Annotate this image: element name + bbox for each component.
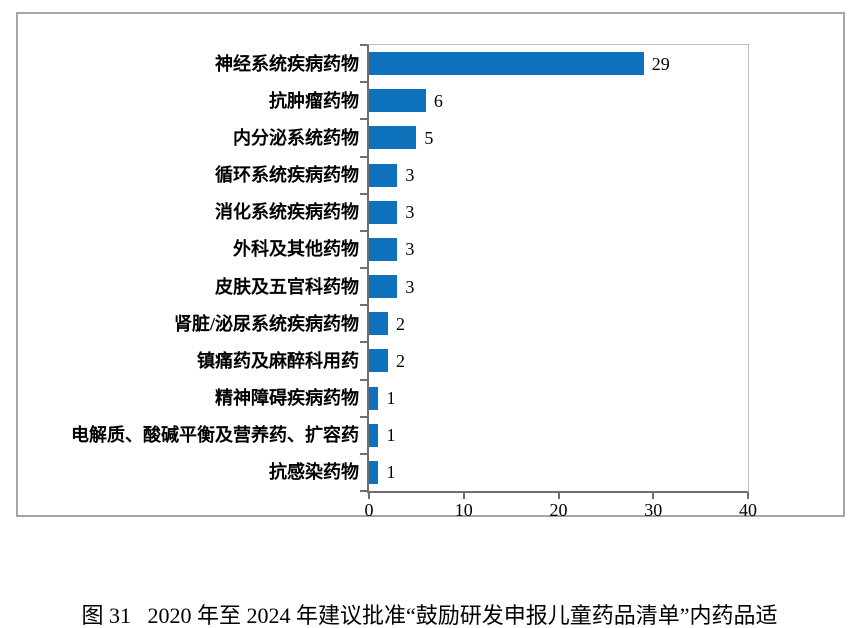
y-axis-tick [360, 118, 367, 121]
chart-row: 外科及其他药物 3 [233, 231, 748, 268]
y-axis-tick [360, 155, 367, 158]
bar [369, 312, 388, 336]
y-axis-tick [360, 229, 367, 232]
chart-row: 皮肤及五官科药物 3 [215, 268, 748, 305]
chart-row: 镇痛药及麻醉科用药 2 [197, 342, 748, 379]
value-label: 2 [395, 313, 405, 334]
bar [369, 52, 644, 76]
y-axis-tick [360, 304, 367, 307]
x-tick-label: 10 [454, 500, 473, 520]
value-label: 3 [405, 276, 415, 297]
y-axis-tick [360, 192, 367, 195]
chart-row: 电解质、酸碱平衡及营养药、扩容药 1 [71, 417, 748, 454]
category-label: 抗感染药物 [269, 462, 359, 483]
bar [369, 460, 379, 484]
value-label: 6 [433, 90, 443, 111]
x-axis-tick [462, 493, 465, 499]
y-axis-tick [360, 341, 367, 344]
y-axis-tick [360, 490, 367, 492]
category-label: 外科及其他药物 [233, 239, 359, 260]
value-label: 5 [424, 127, 434, 148]
bar [369, 89, 426, 113]
x-tick-label: 30 [644, 500, 663, 520]
value-label: 1 [386, 388, 396, 409]
bar [369, 163, 398, 187]
bar [369, 386, 379, 410]
chart-container: 神经系统疾病药物 29 抗肿瘤药物 6 内分泌系统药物 5 循环系统疾病药物 3… [16, 12, 845, 519]
x-axis-tick [747, 493, 749, 499]
category-label: 肾脏/泌尿系统疾病药物 [174, 313, 359, 334]
figure-caption: 图 31 2020 年至 2024 年建议批准“鼓励研发申报儿童药品清单”内药品… [0, 546, 859, 628]
x-axis-tick [652, 493, 655, 499]
category-label: 内分泌系统药物 [233, 127, 359, 148]
x-tick-label: 20 [549, 500, 568, 520]
value-label: 1 [386, 425, 396, 446]
chart-row: 抗感染药物 1 [269, 454, 748, 491]
value-label: 2 [395, 350, 405, 371]
y-axis-tick [360, 81, 367, 84]
caption-line-1: 图 31 2020 年至 2024 年建议批准“鼓励研发申报儿童药品清单”内药品… [81, 603, 778, 628]
category-label: 镇痛药及麻醉科用药 [197, 350, 359, 371]
category-label: 精神障碍疾病药物 [215, 388, 359, 409]
y-axis-tick [360, 44, 367, 46]
category-label: 循环系统疾病药物 [215, 165, 359, 186]
x-axis-tick [557, 493, 560, 499]
x-tick-label: 0 [364, 500, 374, 520]
bar [369, 423, 379, 447]
value-label: 3 [405, 239, 415, 260]
category-label: 消化系统疾病药物 [215, 202, 359, 223]
value-label: 29 [651, 53, 670, 74]
y-axis-tick [360, 415, 367, 418]
plot-area: 神经系统疾病药物 29 抗肿瘤药物 6 内分泌系统药物 5 循环系统疾病药物 3… [71, 44, 757, 519]
y-axis-tick [360, 267, 367, 269]
y-axis-tick [360, 378, 367, 381]
chart-row: 肾脏/泌尿系统疾病药物 2 [174, 305, 748, 342]
category-label: 电解质、酸碱平衡及营养药、扩容药 [71, 425, 359, 446]
bar [369, 349, 388, 373]
category-label: 皮肤及五官科药物 [215, 276, 359, 297]
value-label: 3 [405, 202, 415, 223]
chart-row: 精神障碍疾病药物 1 [215, 380, 748, 417]
value-label: 3 [405, 165, 415, 186]
chart-row: 内分泌系统药物 5 [233, 119, 748, 156]
category-label: 抗肿瘤药物 [269, 90, 359, 111]
x-tick-label: 40 [739, 500, 757, 520]
bar [369, 200, 398, 224]
chart-row: 消化系统疾病药物 3 [215, 194, 748, 231]
chart-row: 神经系统疾病药物 29 [215, 45, 748, 82]
value-label: 1 [386, 462, 396, 483]
bar [369, 126, 417, 150]
x-axis-tick [368, 493, 370, 499]
bar [369, 237, 398, 261]
y-axis-tick [360, 452, 367, 455]
chart-row: 抗肿瘤药物 6 [269, 82, 748, 119]
category-label: 神经系统疾病药物 [215, 53, 359, 74]
bar [369, 275, 398, 299]
chart-row: 循环系统疾病药物 3 [215, 157, 748, 194]
